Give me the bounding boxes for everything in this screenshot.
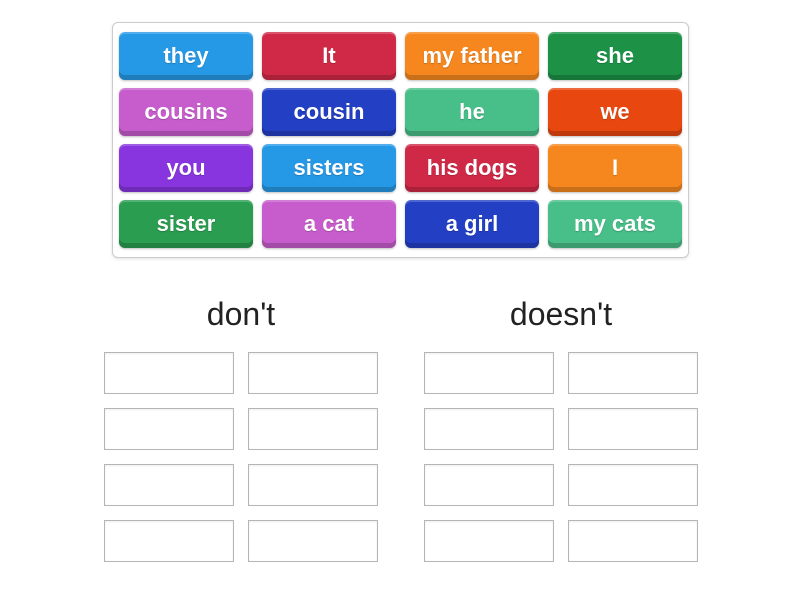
drop-slot[interactable] [104, 408, 234, 450]
drop-slot[interactable] [248, 408, 378, 450]
tile-tray: they It my father she cousins cousin he we you si… [112, 22, 689, 258]
word-tile[interactable]: cousins [119, 88, 253, 136]
drop-slot[interactable] [424, 408, 554, 450]
drop-slot[interactable] [248, 520, 378, 562]
word-tile[interactable]: my father [405, 32, 539, 80]
word-tile[interactable]: we [548, 88, 682, 136]
group-dont-header: don't [206, 296, 276, 332]
drop-slot[interactable] [424, 520, 554, 562]
drop-slot[interactable] [248, 352, 378, 394]
drop-slot[interactable] [424, 352, 554, 394]
word-tile[interactable]: my cats [548, 200, 682, 248]
drop-slot[interactable] [104, 464, 234, 506]
drop-slot[interactable] [568, 464, 698, 506]
word-tile[interactable]: his dogs [405, 144, 539, 192]
group-doesnt-slots [424, 352, 698, 562]
drop-slot[interactable] [248, 464, 378, 506]
word-tile[interactable]: he [405, 88, 539, 136]
group-dont-slots [104, 352, 378, 562]
word-tile[interactable]: a girl [405, 200, 539, 248]
group-doesnt-header: doesn't [509, 296, 613, 332]
drop-slot[interactable] [568, 352, 698, 394]
group-doesnt: doesn't [424, 293, 698, 562]
word-tile[interactable]: sisters [262, 144, 396, 192]
word-tile[interactable]: they [119, 32, 253, 80]
group-dont: don't [104, 293, 378, 562]
word-tile[interactable]: It [262, 32, 396, 80]
word-tile[interactable]: a cat [262, 200, 396, 248]
word-tile[interactable]: she [548, 32, 682, 80]
drop-slot[interactable] [104, 520, 234, 562]
drop-slot[interactable] [424, 464, 554, 506]
word-tile[interactable]: you [119, 144, 253, 192]
word-tile[interactable]: sister [119, 200, 253, 248]
word-tile[interactable]: I [548, 144, 682, 192]
word-tile[interactable]: cousin [262, 88, 396, 136]
drop-slot[interactable] [568, 408, 698, 450]
drop-slot[interactable] [104, 352, 234, 394]
drop-slot[interactable] [568, 520, 698, 562]
